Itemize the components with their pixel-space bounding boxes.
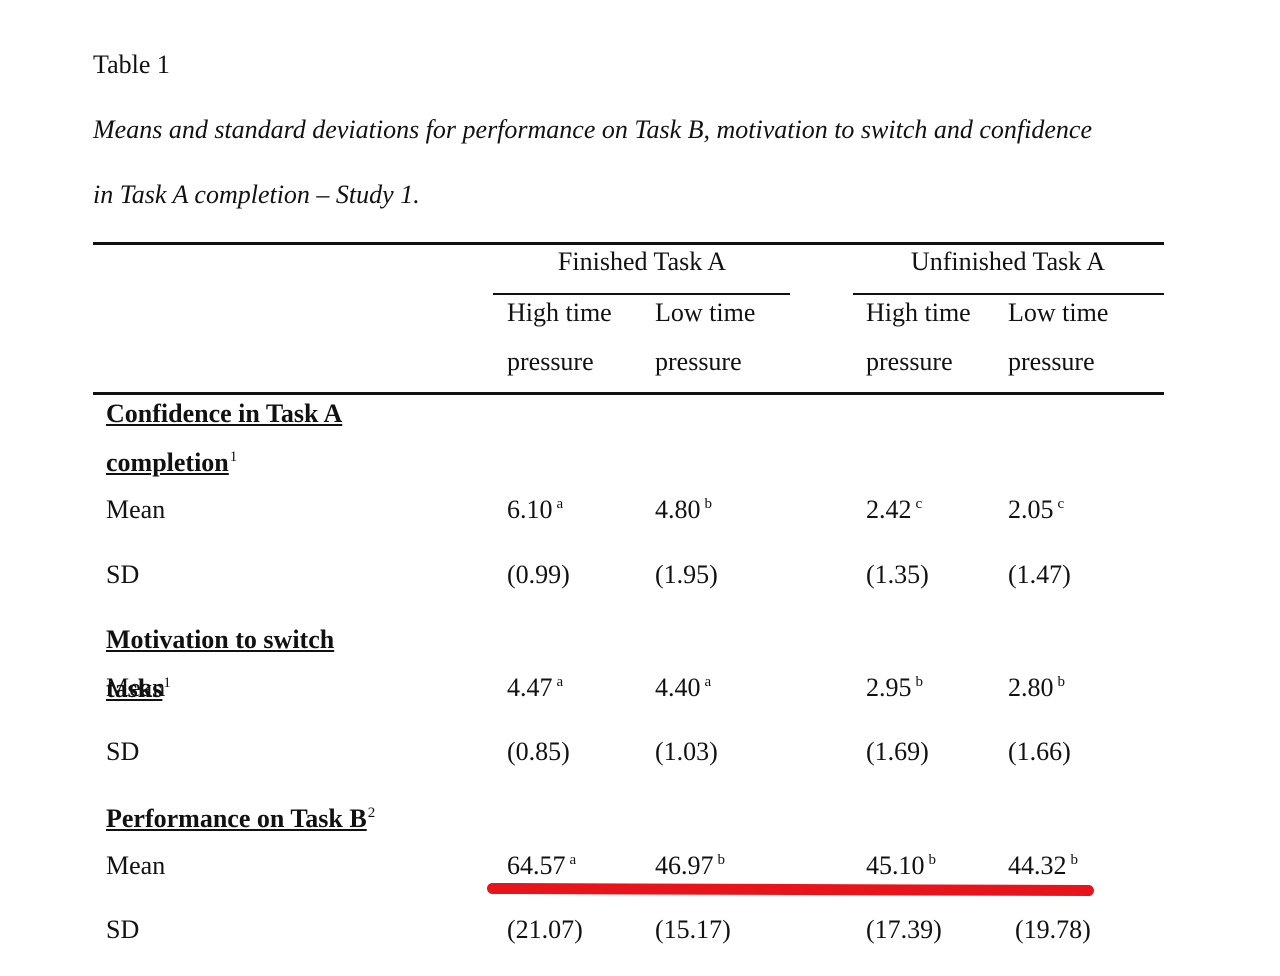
cell-value: (1.03): [655, 737, 718, 766]
cell: (1.66): [1008, 738, 1071, 766]
cell-value: 46.97: [655, 851, 714, 880]
cell-superscript: b: [1057, 674, 1066, 690]
header-rule: [93, 392, 1164, 395]
cell-value: 4.47: [507, 673, 553, 702]
cell: (0.85): [507, 738, 570, 766]
cell-superscript: a: [556, 496, 564, 512]
cell-value: (0.85): [507, 737, 570, 766]
top-rule: [93, 242, 1164, 245]
cell-value: 6.10: [507, 495, 553, 524]
column-header: Low time pressure: [655, 298, 756, 376]
cell-superscript: b: [704, 496, 713, 512]
cell-value: (15.17): [655, 915, 731, 944]
cell-value: (21.07): [507, 915, 583, 944]
cell: 44.32 b: [1008, 852, 1078, 880]
cell-superscript: b: [1070, 852, 1079, 868]
cell-superscript: c: [1057, 496, 1065, 512]
red-underline-annotation: [486, 882, 1095, 897]
cell: (15.17): [655, 916, 731, 944]
cell-value: 2.95: [866, 673, 912, 702]
group-rule: [853, 293, 1164, 295]
column-header: High time pressure: [507, 298, 612, 376]
cell-value: (1.95): [655, 560, 718, 589]
cell-value: 2.05: [1008, 495, 1054, 524]
cell: 4.40 a: [655, 674, 711, 702]
column-header: High time pressure: [866, 298, 971, 376]
cell-value: 4.40: [655, 673, 701, 702]
cell-superscript: b: [928, 852, 937, 868]
cell-superscript: a: [704, 674, 712, 690]
cell-value: (1.69): [866, 737, 929, 766]
row-label: SD: [106, 915, 140, 944]
group-header: Finished Task A: [557, 247, 727, 276]
row-label: Mean: [106, 851, 166, 880]
cell-value: 4.80: [655, 495, 701, 524]
cell: 4.80 b: [655, 496, 712, 524]
cell: (21.07): [507, 916, 583, 944]
section-header: Confidence in Task A completion1: [106, 399, 343, 477]
group-rule: [493, 293, 790, 295]
cell-value: (19.78): [1015, 915, 1091, 944]
cell: (1.47): [1008, 561, 1071, 589]
cell: 2.42 c: [866, 496, 922, 524]
cell-superscript: a: [556, 674, 564, 690]
row-label: Mean: [106, 495, 166, 524]
cell: 6.10 a: [507, 496, 563, 524]
cell: 2.05 c: [1008, 496, 1064, 524]
cell-value: 2.80: [1008, 673, 1054, 702]
cell: 45.10 b: [866, 852, 936, 880]
table-caption: Means and standard deviations for perfor…: [93, 115, 1092, 144]
column-header: Low time pressure: [1008, 298, 1109, 376]
cell: (17.39): [866, 916, 942, 944]
cell: 46.97 b: [655, 852, 725, 880]
section-name: Performance on Task B: [106, 804, 367, 833]
cell: (1.69): [866, 738, 929, 766]
cell-value: (1.47): [1008, 560, 1071, 589]
cell: 2.95 b: [866, 674, 923, 702]
cell-superscript: b: [915, 674, 924, 690]
cell: 2.80 b: [1008, 674, 1065, 702]
section-header: Performance on Task B2: [106, 804, 376, 833]
cell: (1.95): [655, 561, 718, 589]
section-name: Motivation to switch tasks: [106, 625, 335, 703]
cell-value: 44.32: [1008, 851, 1067, 880]
cell-value: (1.66): [1008, 737, 1071, 766]
cell: 4.47 a: [507, 674, 563, 702]
row-label: SD: [106, 737, 140, 766]
table-label: Table 1: [93, 50, 170, 79]
cell-value: 2.42: [866, 495, 912, 524]
cell-value: 45.10: [866, 851, 925, 880]
cell-value: (0.99): [507, 560, 570, 589]
cell-superscript: a: [569, 852, 577, 868]
table-caption: in Task A completion – Study 1.: [93, 180, 420, 209]
section-name: Confidence in Task A completion: [106, 399, 343, 477]
cell: (1.35): [866, 561, 929, 589]
cell: (1.03): [655, 738, 718, 766]
cell-superscript: c: [915, 496, 923, 512]
row-label: Mean: [106, 673, 166, 702]
cell-value: (1.35): [866, 560, 929, 589]
group-header: Unfinished Task A: [910, 247, 1106, 276]
row-label: SD: [106, 560, 140, 589]
section-header: Motivation to switch tasks1: [106, 625, 335, 703]
cell-value: 64.57: [507, 851, 566, 880]
cell-superscript: b: [717, 852, 726, 868]
cell: 64.57 a: [507, 852, 576, 880]
cell: (0.99): [507, 561, 570, 589]
cell-value: (17.39): [866, 915, 942, 944]
cell: (19.78): [1015, 916, 1091, 944]
